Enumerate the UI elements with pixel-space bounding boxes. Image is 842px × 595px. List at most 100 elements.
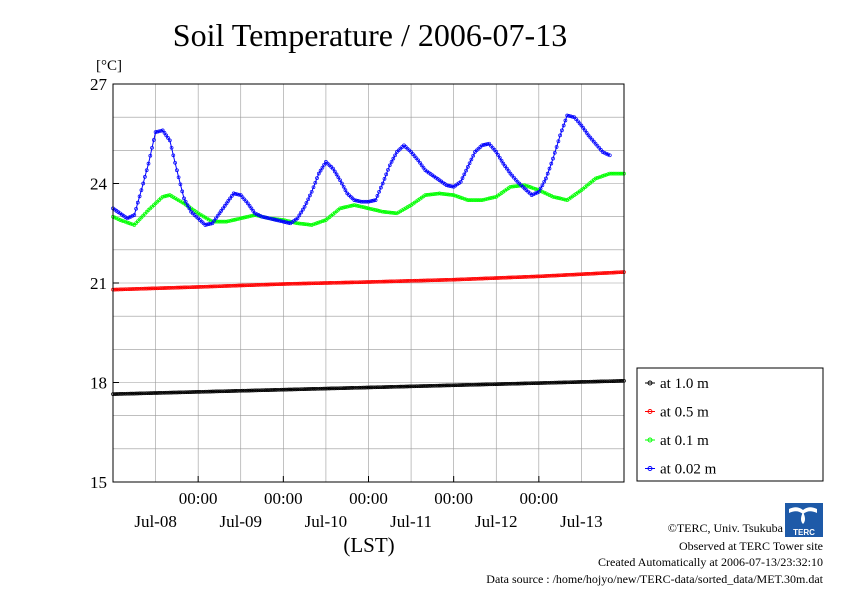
data-point [286, 282, 291, 286]
data-point [389, 385, 394, 389]
data-point [476, 382, 481, 387]
data-point [549, 273, 554, 278]
data-point [256, 388, 261, 393]
data-point [329, 281, 334, 285]
data-point [458, 383, 463, 387]
data-point [272, 217, 277, 222]
data-point [462, 383, 467, 387]
data-point [611, 379, 616, 383]
data-point [281, 219, 286, 224]
data-point [276, 387, 280, 392]
data-point [139, 391, 144, 396]
data-point [217, 389, 222, 394]
data-point [350, 386, 355, 390]
data-point [260, 214, 264, 219]
data-point [304, 387, 309, 391]
data-point [490, 276, 495, 281]
data-point [464, 197, 468, 202]
data-point [448, 383, 452, 388]
data-point [444, 183, 449, 188]
data-point [347, 204, 351, 209]
data-point [576, 272, 580, 277]
data-point [208, 389, 213, 394]
data-point [217, 284, 222, 289]
series-at-1-0-m [111, 378, 626, 396]
data-point [359, 280, 364, 285]
data-point [292, 281, 296, 286]
data-point [590, 379, 594, 384]
data-point [606, 379, 610, 384]
data-point [409, 150, 413, 154]
x-date-label: Jul-09 [220, 512, 263, 531]
data-point [215, 389, 220, 394]
data-point [497, 382, 502, 386]
data-point [499, 382, 504, 386]
data-point [198, 212, 202, 217]
data-point [286, 221, 291, 225]
data-point [322, 281, 326, 285]
data-point [245, 214, 250, 219]
data-point [572, 272, 577, 277]
data-point [521, 381, 525, 386]
data-point [481, 382, 486, 387]
data-point [338, 386, 342, 391]
data-point [230, 218, 234, 223]
data-point [474, 198, 479, 202]
data-point [531, 192, 536, 197]
data-point [544, 274, 548, 278]
data-point [387, 210, 392, 215]
data-point [338, 178, 342, 183]
data-point [469, 382, 474, 387]
y-tick-label: 15 [90, 473, 107, 492]
data-point [604, 379, 609, 384]
data-point [611, 270, 616, 275]
data-point [221, 284, 225, 288]
data-point [480, 276, 484, 281]
data-point [341, 280, 346, 285]
data-point [318, 168, 323, 173]
data-point [361, 385, 366, 390]
x-tick-label: 00:00 [519, 489, 558, 508]
data-point [178, 182, 183, 187]
data-point [499, 275, 504, 280]
data-point [526, 184, 531, 189]
data-point [318, 219, 323, 224]
data-point [301, 222, 305, 226]
legend: at 1.0 m at 0.5 m at 0.1 m at 0.02 m [636, 367, 824, 482]
data-point [286, 387, 291, 392]
data-point [552, 273, 557, 278]
data-point [146, 391, 151, 396]
data-point [377, 189, 381, 194]
data-point [572, 115, 577, 120]
data-point [588, 271, 593, 276]
data-point [178, 390, 183, 395]
data-point [418, 384, 422, 388]
data-point [155, 286, 160, 291]
data-point [276, 282, 280, 287]
data-point [593, 176, 598, 181]
data-point [609, 171, 614, 176]
data-point [293, 281, 298, 286]
data-point [402, 279, 406, 283]
data-point [450, 277, 454, 282]
data-point [453, 277, 458, 282]
data-point [510, 275, 515, 280]
data-point [254, 283, 259, 287]
data-point [370, 199, 374, 203]
data-point [560, 273, 564, 278]
data-point [187, 390, 192, 394]
data-point [524, 381, 529, 386]
data-point [260, 282, 264, 287]
data-point [604, 172, 609, 177]
data-point [134, 206, 138, 211]
data-point [531, 274, 536, 279]
data-point [311, 387, 316, 391]
data-point [371, 385, 376, 390]
data-point [416, 278, 421, 283]
data-point [556, 139, 561, 144]
data-point [606, 152, 610, 157]
data-point [240, 388, 245, 393]
data-point [490, 145, 495, 150]
data-point [347, 280, 351, 285]
